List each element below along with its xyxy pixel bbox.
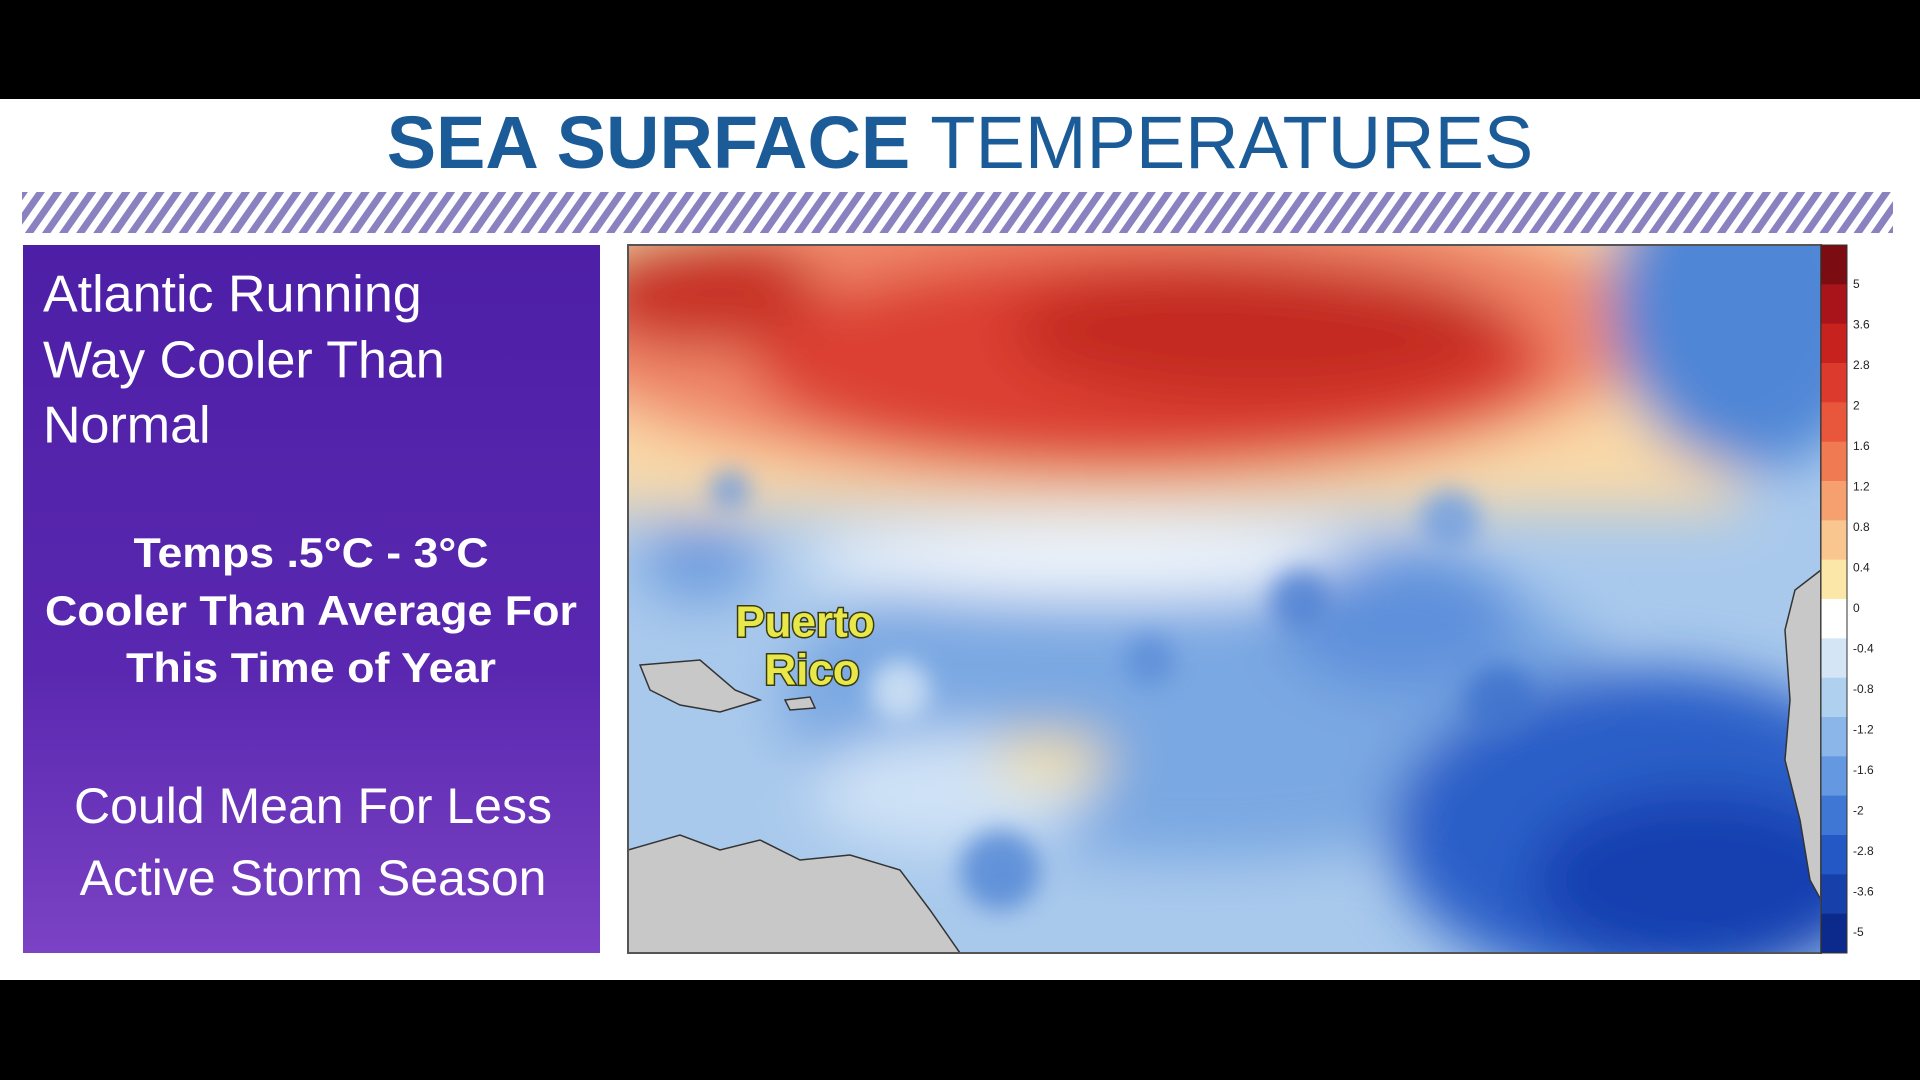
detail-line: Cooler Than Average For <box>45 587 577 634</box>
colorbar-tick-label: 0.4 <box>1853 561 1870 575</box>
colorbar-swatch <box>1821 638 1847 679</box>
colorbar-swatch <box>1821 520 1847 561</box>
colorbar-swatch <box>1821 323 1847 364</box>
colorbar-tick-label: 3.6 <box>1853 318 1870 332</box>
colorbar-swatch <box>1821 402 1847 443</box>
colorbar-tick-label: 1.2 <box>1853 480 1870 494</box>
colorbar-tick-label: -0.4 <box>1853 642 1874 656</box>
colorbar-tick-label: 0 <box>1853 601 1860 615</box>
colorbar-swatch <box>1821 363 1847 403</box>
colorbar-swatch <box>1821 441 1847 482</box>
text-panel <box>23 245 600 953</box>
colorbar-tick-label: -3.6 <box>1853 885 1874 899</box>
colorbar-tick-label: 5 <box>1853 277 1860 291</box>
colorbar-tick-label: -2 <box>1853 804 1864 818</box>
colorbar-tick-label: 1.6 <box>1853 439 1870 453</box>
colorbar-swatch <box>1821 559 1847 600</box>
colorbar-swatch <box>1821 599 1847 639</box>
detail-line: This Time of Year <box>126 644 496 691</box>
headline-line: Normal <box>43 397 211 455</box>
colorbar-tick-label: 2 <box>1853 399 1860 413</box>
colorbar-swatch <box>1821 835 1847 875</box>
colorbar-swatch <box>1821 677 1847 718</box>
place-label-line: Puerto <box>735 598 874 647</box>
colorbar-swatch <box>1821 795 1847 836</box>
colorbar-tick-label: -5 <box>1853 925 1864 939</box>
colorbar-tick-label: -1.6 <box>1853 763 1874 777</box>
hatch-stripe <box>22 192 1893 233</box>
colorbar-swatch <box>1821 717 1847 757</box>
footer-line: Active Storm Season <box>80 850 547 906</box>
detail-line: Temps .5°C - 3°C <box>134 529 489 576</box>
colorbar-tick-label: 0.8 <box>1853 520 1870 534</box>
place-label-line: Rico <box>764 646 859 695</box>
colorbar-tick-label: 2.8 <box>1853 358 1870 372</box>
title-regular: TEMPERATURES <box>930 101 1533 184</box>
colorbar-swatch <box>1821 913 1847 954</box>
colorbar-swatch <box>1821 874 1847 915</box>
colorbar-tick-label: -1.2 <box>1853 723 1874 737</box>
headline-line: Atlantic Running <box>43 266 422 324</box>
colorbar-tick-label: -0.8 <box>1853 682 1874 696</box>
colorbar-swatch <box>1821 756 1847 797</box>
colorbar-swatch <box>1821 481 1847 521</box>
title-bold: SEA SURFACE <box>387 101 911 184</box>
place-label: Puerto Rico <box>734 596 876 696</box>
colorbar-swatch <box>1821 284 1847 325</box>
colorbar-frame <box>1820 244 1848 954</box>
panel-text: Atlantic Running Way Cooler Than Normal … <box>43 266 577 906</box>
title: SEA SURFACE TEMPERATURES <box>387 101 1534 184</box>
headline-line: Way Cooler Than <box>43 332 445 390</box>
colorbar-swatch <box>1821 245 1847 285</box>
colorbar: 5 3.6 2.8 2 1.6 1.2 0.8 0.4 0 -0.4 -0.8 -1.2 -1.6 -2 -… <box>1820 244 1874 954</box>
footer-line: Could Mean For Less <box>74 778 552 834</box>
sst-map <box>628 245 1821 953</box>
colorbar-tick-label: -2.8 <box>1853 844 1874 858</box>
